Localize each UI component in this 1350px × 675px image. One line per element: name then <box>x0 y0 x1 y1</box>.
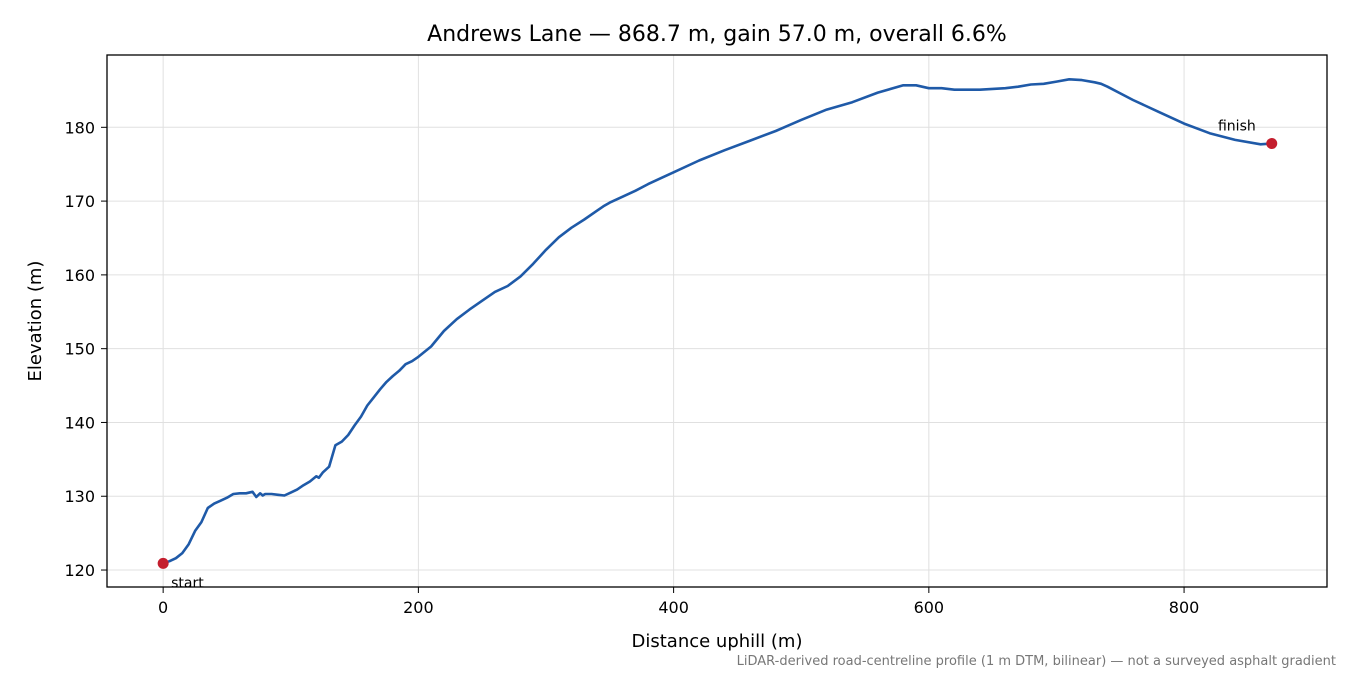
y-tick-label: 130 <box>64 487 95 506</box>
start-label: start <box>171 575 204 591</box>
y-tick-label: 180 <box>64 118 95 137</box>
x-axis: 0 200 400 600 800 <box>158 587 1199 617</box>
x-axis-label: Distance uphill (m) <box>632 631 803 652</box>
series-layer <box>162 78 1272 565</box>
y-axis: 120 130 140 150 160 170 180 <box>64 118 107 580</box>
chart-title: Andrews Lane — 868.7 m, gain 57.0 m, ove… <box>427 22 1007 47</box>
y-tick-label: 140 <box>64 413 95 432</box>
x-tick-label: 400 <box>658 598 689 617</box>
x-tick-label: 0 <box>158 598 168 617</box>
finish-label: finish <box>1218 119 1256 135</box>
y-tick-label: 170 <box>64 192 95 211</box>
y-axis-label: Elevation (m) <box>25 261 46 382</box>
plot-frame <box>106 54 1328 588</box>
footnote: LiDAR-derived road-centreline profile (1… <box>737 654 1336 669</box>
grid <box>107 55 1327 587</box>
x-tick-label: 800 <box>1169 598 1200 617</box>
start-marker <box>157 557 169 569</box>
y-tick-label: 120 <box>64 561 95 580</box>
annotations: start finish <box>157 119 1278 591</box>
y-tick-label: 150 <box>64 340 95 359</box>
x-tick-label: 600 <box>914 598 945 617</box>
elevation-line <box>162 78 1272 565</box>
x-tick-label: 200 <box>403 598 434 617</box>
finish-marker <box>1266 138 1278 150</box>
y-tick-label: 160 <box>64 266 95 285</box>
